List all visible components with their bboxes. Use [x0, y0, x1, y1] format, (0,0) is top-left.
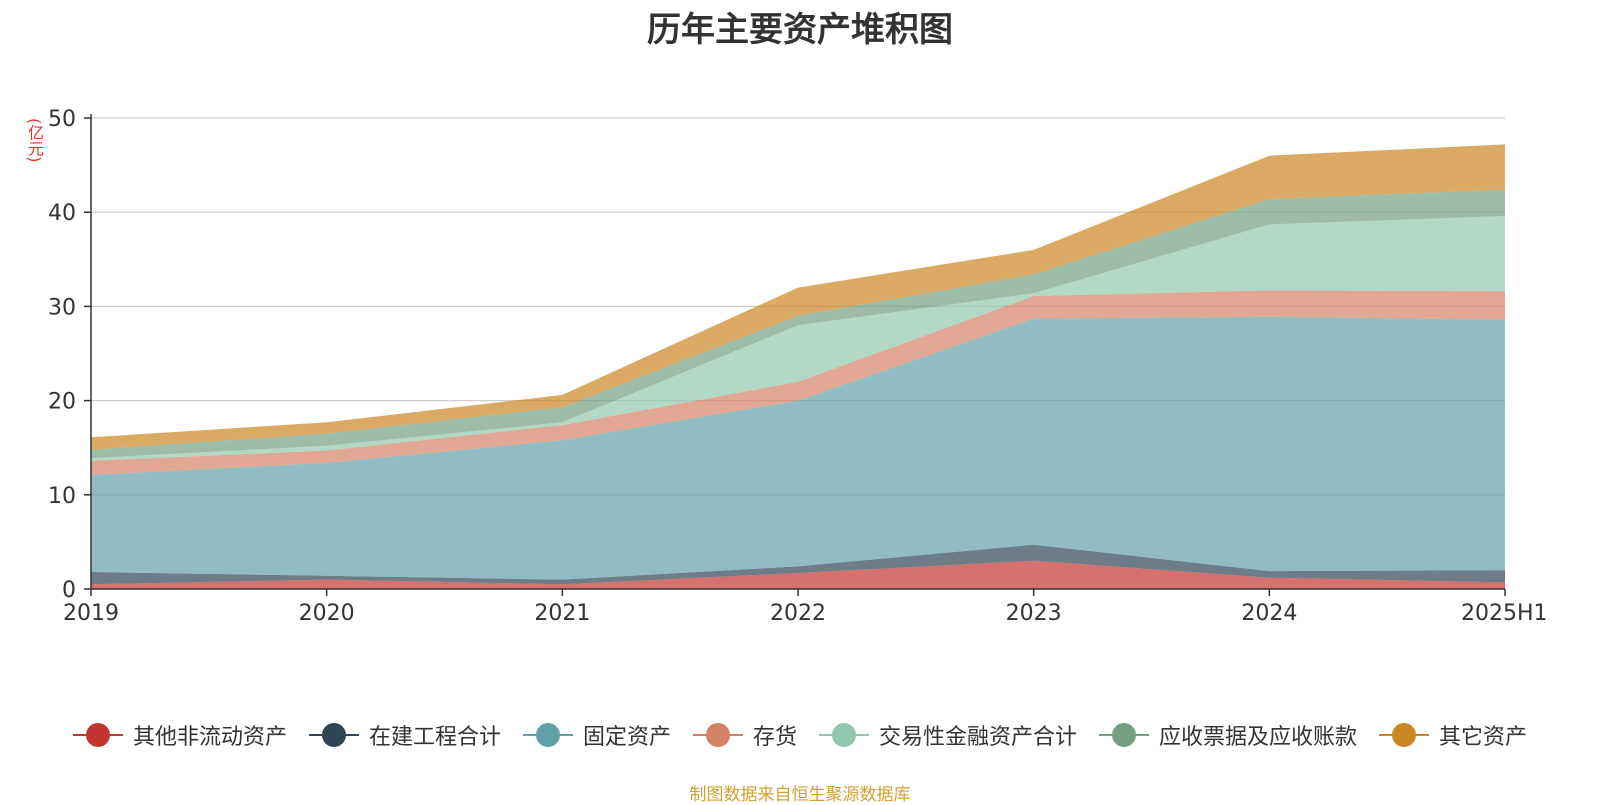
x-tick-label: 2023	[1006, 601, 1062, 626]
legend-item-6[interactable]: 其它资产	[1379, 719, 1527, 751]
legend-item-0[interactable]: 其他非流动资产	[72, 719, 287, 751]
legend-swatch	[72, 723, 123, 747]
y-tick-label: 50	[48, 107, 76, 132]
legend-item-4[interactable]: 交易性金融资产合计	[819, 719, 1077, 751]
legend-label: 其他非流动资产	[132, 725, 287, 750]
y-tick-label: 0	[62, 578, 76, 603]
x-tick-label: 2024	[1241, 601, 1297, 626]
source-note: 制图数据来自恒生聚源数据库	[689, 785, 911, 805]
legend-swatch-dot	[1112, 723, 1137, 747]
area-series-0	[91, 560, 1505, 589]
x-tick-label: 2022	[770, 601, 826, 626]
legend: 其他非流动资产 在建工程合计 固定资产 存货 交易性金融资产合计 应收票据及应收账款 其它资…	[0, 720, 1600, 750]
legend-label: 其它资产	[1439, 725, 1528, 750]
legend-swatch	[1099, 723, 1150, 747]
stacked-area-chart: 0 10 20 30 40 50 2019 2020 2021 2022 2023 2024 2025H…	[48, 107, 1548, 626]
legend-item-5[interactable]: 应收票据及应收账款	[1099, 719, 1357, 751]
legend-swatch	[1379, 723, 1430, 747]
legend-item-3[interactable]: 存货	[692, 719, 797, 751]
x-tick-label: 2019	[63, 601, 119, 626]
y-tick-label: 10	[48, 484, 76, 509]
legend-swatch	[692, 723, 743, 747]
legend-swatch	[819, 723, 869, 747]
legend-label: 固定资产	[582, 725, 671, 750]
x-tick-label: 2025H1	[1461, 601, 1548, 626]
legend-swatch-dot	[321, 723, 346, 747]
axes: 0 10 20 30 40 50 2019 2020 2021 2022 2023 2024 2025H…	[48, 107, 1548, 626]
legend-swatch-dot	[85, 723, 110, 747]
legend-item-1[interactable]: 在建工程合计	[308, 719, 501, 751]
legend-swatch-dot	[705, 723, 730, 747]
legend-item-2[interactable]: 固定资产	[522, 719, 671, 751]
legend-swatch	[522, 723, 573, 747]
y-tick-label: 30	[48, 295, 76, 320]
legend-label: 存货	[752, 725, 797, 750]
legend-swatch-dot	[1392, 723, 1417, 747]
area-series-3	[91, 290, 1505, 475]
chart-title: 历年主要资产堆积图	[647, 10, 953, 50]
area-series-5	[91, 189, 1505, 459]
area-series-2	[91, 316, 1505, 580]
legend-label: 在建工程合计	[368, 725, 501, 750]
x-tick-label: 2021	[534, 601, 590, 626]
legend-label: 交易性金融资产合计	[879, 725, 1078, 750]
area-series-6	[91, 144, 1505, 450]
area-series-4	[91, 216, 1505, 461]
x-tick-label: 2020	[299, 601, 355, 626]
legend-swatch	[308, 723, 359, 747]
legend-swatch-dot	[535, 723, 560, 747]
legend-swatch-dot	[832, 723, 856, 747]
area-series-group	[91, 144, 1505, 589]
area-series-1	[91, 544, 1505, 585]
legend-label: 应收票据及应收账款	[1159, 725, 1358, 750]
y-tick-label: 40	[48, 201, 76, 226]
y-tick-label: 20	[48, 390, 76, 415]
y-axis-unit-label: (亿元)	[25, 118, 44, 163]
